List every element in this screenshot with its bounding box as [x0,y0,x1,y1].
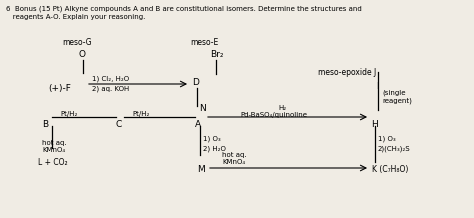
Text: N: N [199,104,206,113]
Text: 2)(CH₃)₂S: 2)(CH₃)₂S [378,146,410,153]
Text: meso-epoxide J: meso-epoxide J [318,68,376,77]
Text: (+)-F: (+)-F [48,84,71,93]
Text: Pt/H₂: Pt/H₂ [60,111,77,117]
Text: B: B [42,120,48,129]
Text: A: A [195,120,201,129]
Text: H: H [371,120,378,129]
Text: Pd-BaSO₄/quinoline: Pd-BaSO₄/quinoline [240,112,307,118]
Text: 1) O₃: 1) O₃ [378,136,396,143]
Text: 2) H₂O: 2) H₂O [203,146,226,153]
Text: O: O [79,50,86,59]
Text: C: C [116,120,122,129]
Text: hot aq.
KMnO₄: hot aq. KMnO₄ [222,152,246,165]
Text: reagents A-O. Explain your reasoning.: reagents A-O. Explain your reasoning. [6,14,146,20]
Text: hot aq.
KMnO₄: hot aq. KMnO₄ [42,140,67,153]
Text: 1) Cl₂, H₂O: 1) Cl₂, H₂O [92,76,129,82]
Text: meso-E: meso-E [190,38,218,47]
Text: 6  Bonus (15 Pt) Alkyne compounds A and B are constitutional isomers. Determine : 6 Bonus (15 Pt) Alkyne compounds A and B… [6,6,362,12]
Text: M: M [197,165,205,174]
Text: I: I [376,82,379,91]
Text: Pt/H₂: Pt/H₂ [132,111,149,117]
Text: Br₂: Br₂ [210,50,224,59]
Text: 1) O₃: 1) O₃ [203,136,220,143]
Text: D: D [192,78,199,87]
Text: H₂: H₂ [278,105,286,111]
Text: L + CO₂: L + CO₂ [38,158,68,167]
Text: (single
reagent): (single reagent) [382,90,412,104]
Text: K (C₇H₈O): K (C₇H₈O) [372,165,409,174]
Text: 2) aq. KOH: 2) aq. KOH [92,85,129,92]
Text: meso-G: meso-G [62,38,91,47]
